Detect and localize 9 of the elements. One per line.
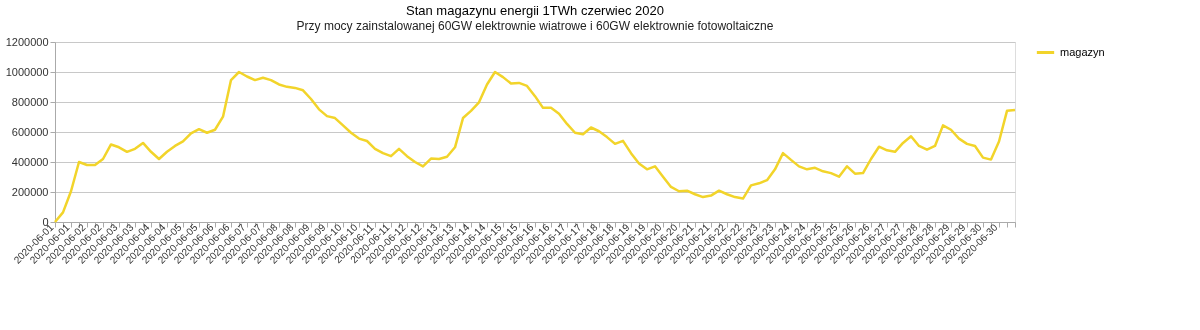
y-tick-label: 800000 xyxy=(11,95,49,108)
legend-label: magazyn xyxy=(1060,45,1105,58)
chart-subtitle: Przy mocy zainstalowanej 60GW elektrownie wiatrowe i 60GW elektrownie fotowoltaiczne xyxy=(296,19,774,33)
y-tick-label: 1200000 xyxy=(5,35,49,48)
y-tick-label: 200000 xyxy=(11,185,49,198)
chart-title: Stan magazynu energii 1TWh czerwiec 2020 xyxy=(406,3,664,18)
y-tick-label: 1000000 xyxy=(5,65,49,78)
y-tick-label: 600000 xyxy=(11,125,49,138)
y-tick-label: 400000 xyxy=(11,155,49,168)
